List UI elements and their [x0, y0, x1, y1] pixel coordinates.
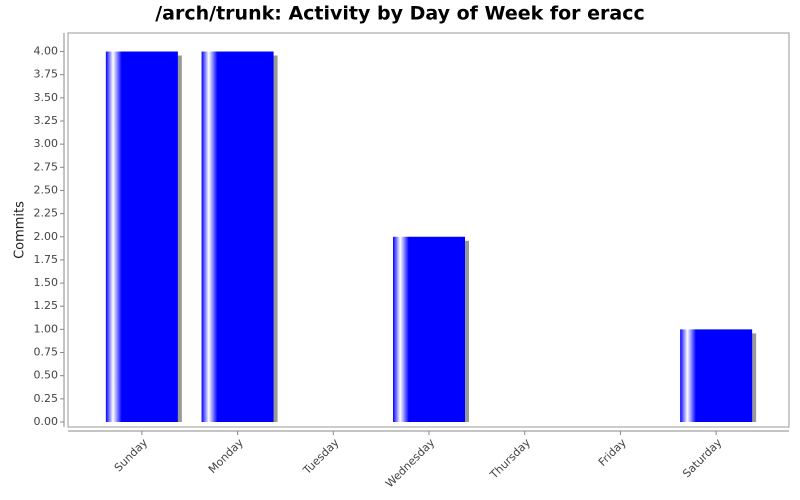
- x-tick-label: Wednesday: [383, 436, 438, 491]
- y-tick-label: 1.00: [34, 322, 59, 335]
- y-tick-label: 0.50: [34, 369, 59, 382]
- y-tick-label: 2.25: [34, 207, 59, 220]
- y-axis-label: Commits: [13, 201, 28, 259]
- bar: [201, 51, 274, 423]
- y-tick-label: 3.00: [34, 137, 59, 150]
- y-tick-label: 0.75: [34, 346, 59, 359]
- y-tick-label: 4.00: [34, 45, 59, 58]
- chart-title: /arch/trunk: Activity by Day of Week for…: [155, 3, 645, 25]
- y-tick-label: 0.25: [34, 392, 59, 405]
- y-tick-label: 1.25: [34, 299, 59, 312]
- x-tick-label: Saturday: [680, 436, 725, 481]
- y-tick-label: 2.00: [34, 230, 59, 243]
- x-tick-label: Friday: [596, 436, 629, 469]
- y-tick-label: 3.50: [34, 91, 59, 104]
- y-tick-label: 3.75: [34, 68, 59, 81]
- y-tick-label: 2.50: [34, 183, 59, 196]
- x-tick-label: Thursday: [487, 436, 533, 482]
- x-tick-label: Monday: [206, 436, 246, 476]
- y-tick-label: 0.00: [34, 415, 59, 428]
- x-tick-label: Sunday: [112, 436, 151, 475]
- bar: [393, 236, 465, 422]
- y-tick-label: 1.50: [34, 276, 59, 289]
- x-tick-label: Tuesday: [300, 436, 342, 478]
- y-tick-label: 3.25: [34, 114, 59, 127]
- y-tick-label: 2.75: [34, 160, 59, 173]
- y-tick-label: 1.75: [34, 253, 59, 266]
- bar: [105, 51, 178, 423]
- bar: [680, 329, 753, 422]
